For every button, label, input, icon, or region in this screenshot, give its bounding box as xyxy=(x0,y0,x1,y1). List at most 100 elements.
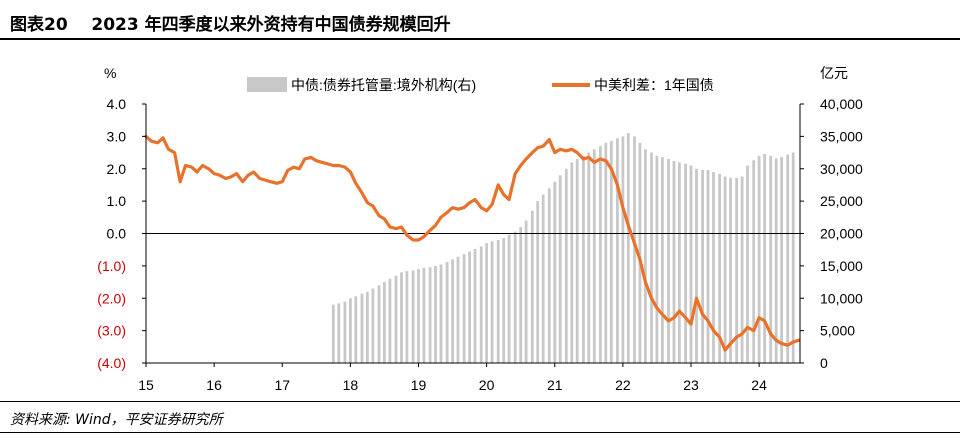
left-tick-label: 1.0 xyxy=(107,193,127,209)
bar xyxy=(519,227,523,363)
bar xyxy=(701,170,704,363)
bar xyxy=(655,155,659,363)
bar xyxy=(422,267,426,363)
bar xyxy=(400,272,403,363)
bar xyxy=(456,256,460,363)
title-bar: 图表20 2023 年四季度以来外资持有中国债券规模回升 xyxy=(0,0,960,40)
spread-line xyxy=(144,134,801,352)
bar xyxy=(644,149,647,363)
bar xyxy=(354,296,358,363)
left-tick-label: 0.0 xyxy=(107,226,127,242)
right-tick-label: 35,000 xyxy=(820,128,863,144)
bar xyxy=(740,176,744,363)
bar xyxy=(462,254,466,363)
figure-title-text: 2023 年四季度以来外资持有中国债券规模回升 xyxy=(91,15,451,35)
bar xyxy=(786,154,790,363)
bar xyxy=(530,210,534,363)
bar xyxy=(337,303,341,363)
bar xyxy=(689,165,693,363)
bar xyxy=(547,188,551,363)
x-tick-label: 21 xyxy=(547,377,563,393)
bar xyxy=(667,159,670,363)
right-tick-label: 20,000 xyxy=(820,226,863,242)
bar xyxy=(592,149,596,363)
title-rule xyxy=(0,38,960,40)
bar xyxy=(473,249,477,363)
right-tick-label: 5,000 xyxy=(820,323,855,339)
bar xyxy=(769,155,773,363)
source-note: 资料来源: Wind，平安证券研究所 xyxy=(10,412,223,428)
x-tick-label: 23 xyxy=(683,377,699,393)
bar xyxy=(780,157,783,363)
bar xyxy=(609,140,613,363)
bar xyxy=(678,162,681,363)
bar xyxy=(558,175,562,363)
x-tick-label: 15 xyxy=(138,377,154,393)
bar xyxy=(536,201,540,363)
bar xyxy=(616,138,619,363)
bar xyxy=(604,142,608,363)
x-tick-label: 20 xyxy=(479,377,495,393)
bar xyxy=(434,265,437,363)
figure-title: 图表20 2023 年四季度以来外资持有中国债券规模回升 xyxy=(10,10,451,35)
right-tick-label: 40,000 xyxy=(820,96,863,112)
right-tick-label: 0 xyxy=(820,355,828,371)
x-tick-label: 18 xyxy=(343,377,359,393)
bar xyxy=(706,170,710,363)
bar xyxy=(718,173,721,363)
bar xyxy=(502,238,506,363)
bar xyxy=(439,264,443,363)
legend-line-label: 中美利差：1年国债 xyxy=(594,77,714,93)
bar xyxy=(405,271,409,363)
bar xyxy=(394,275,398,363)
bar xyxy=(524,220,528,363)
bar xyxy=(383,282,386,363)
left-tick-label: 3.0 xyxy=(107,128,127,144)
bar xyxy=(599,146,602,363)
bar xyxy=(672,161,676,363)
line-layer xyxy=(144,134,801,352)
bar xyxy=(507,234,511,363)
source-rule xyxy=(0,401,960,402)
bar xyxy=(626,133,630,363)
bar xyxy=(712,172,715,363)
bar xyxy=(661,157,664,363)
left-tick-label: 2.0 xyxy=(107,161,127,177)
bar xyxy=(791,152,795,363)
bar xyxy=(746,165,749,363)
left-axis-unit: % xyxy=(104,65,116,81)
bar xyxy=(428,267,432,363)
bar xyxy=(490,241,494,363)
bar xyxy=(735,177,738,363)
right-tick-label: 25,000 xyxy=(820,193,863,209)
bar xyxy=(575,159,579,363)
right-tick-label: 15,000 xyxy=(820,258,863,274)
bar xyxy=(451,259,454,363)
x-tick-label: 16 xyxy=(206,377,222,393)
bar xyxy=(695,168,698,364)
bottom-rule xyxy=(0,432,960,433)
legend-bar-swatch xyxy=(247,77,287,92)
bar xyxy=(587,152,591,363)
bar xyxy=(633,136,636,363)
bar xyxy=(360,293,364,363)
bar xyxy=(366,291,369,363)
bar xyxy=(553,181,557,363)
bar xyxy=(564,168,568,364)
bar xyxy=(411,270,415,363)
bar xyxy=(723,176,727,363)
bar xyxy=(757,155,761,363)
bar xyxy=(541,194,545,363)
bar xyxy=(763,153,766,363)
legend: 中债:债券托管量:境外机构(右) 中美利差：1年国债 xyxy=(247,77,714,93)
bar xyxy=(349,298,352,364)
figure-label: 图表20 xyxy=(10,15,68,35)
right-tick-label: 10,000 xyxy=(820,290,863,306)
bar xyxy=(684,163,687,363)
x-tick-label: 17 xyxy=(275,377,291,393)
bar xyxy=(479,246,483,363)
bar xyxy=(496,240,500,363)
bar xyxy=(752,160,756,363)
bar xyxy=(485,243,488,363)
x-tick-label: 24 xyxy=(751,377,767,393)
